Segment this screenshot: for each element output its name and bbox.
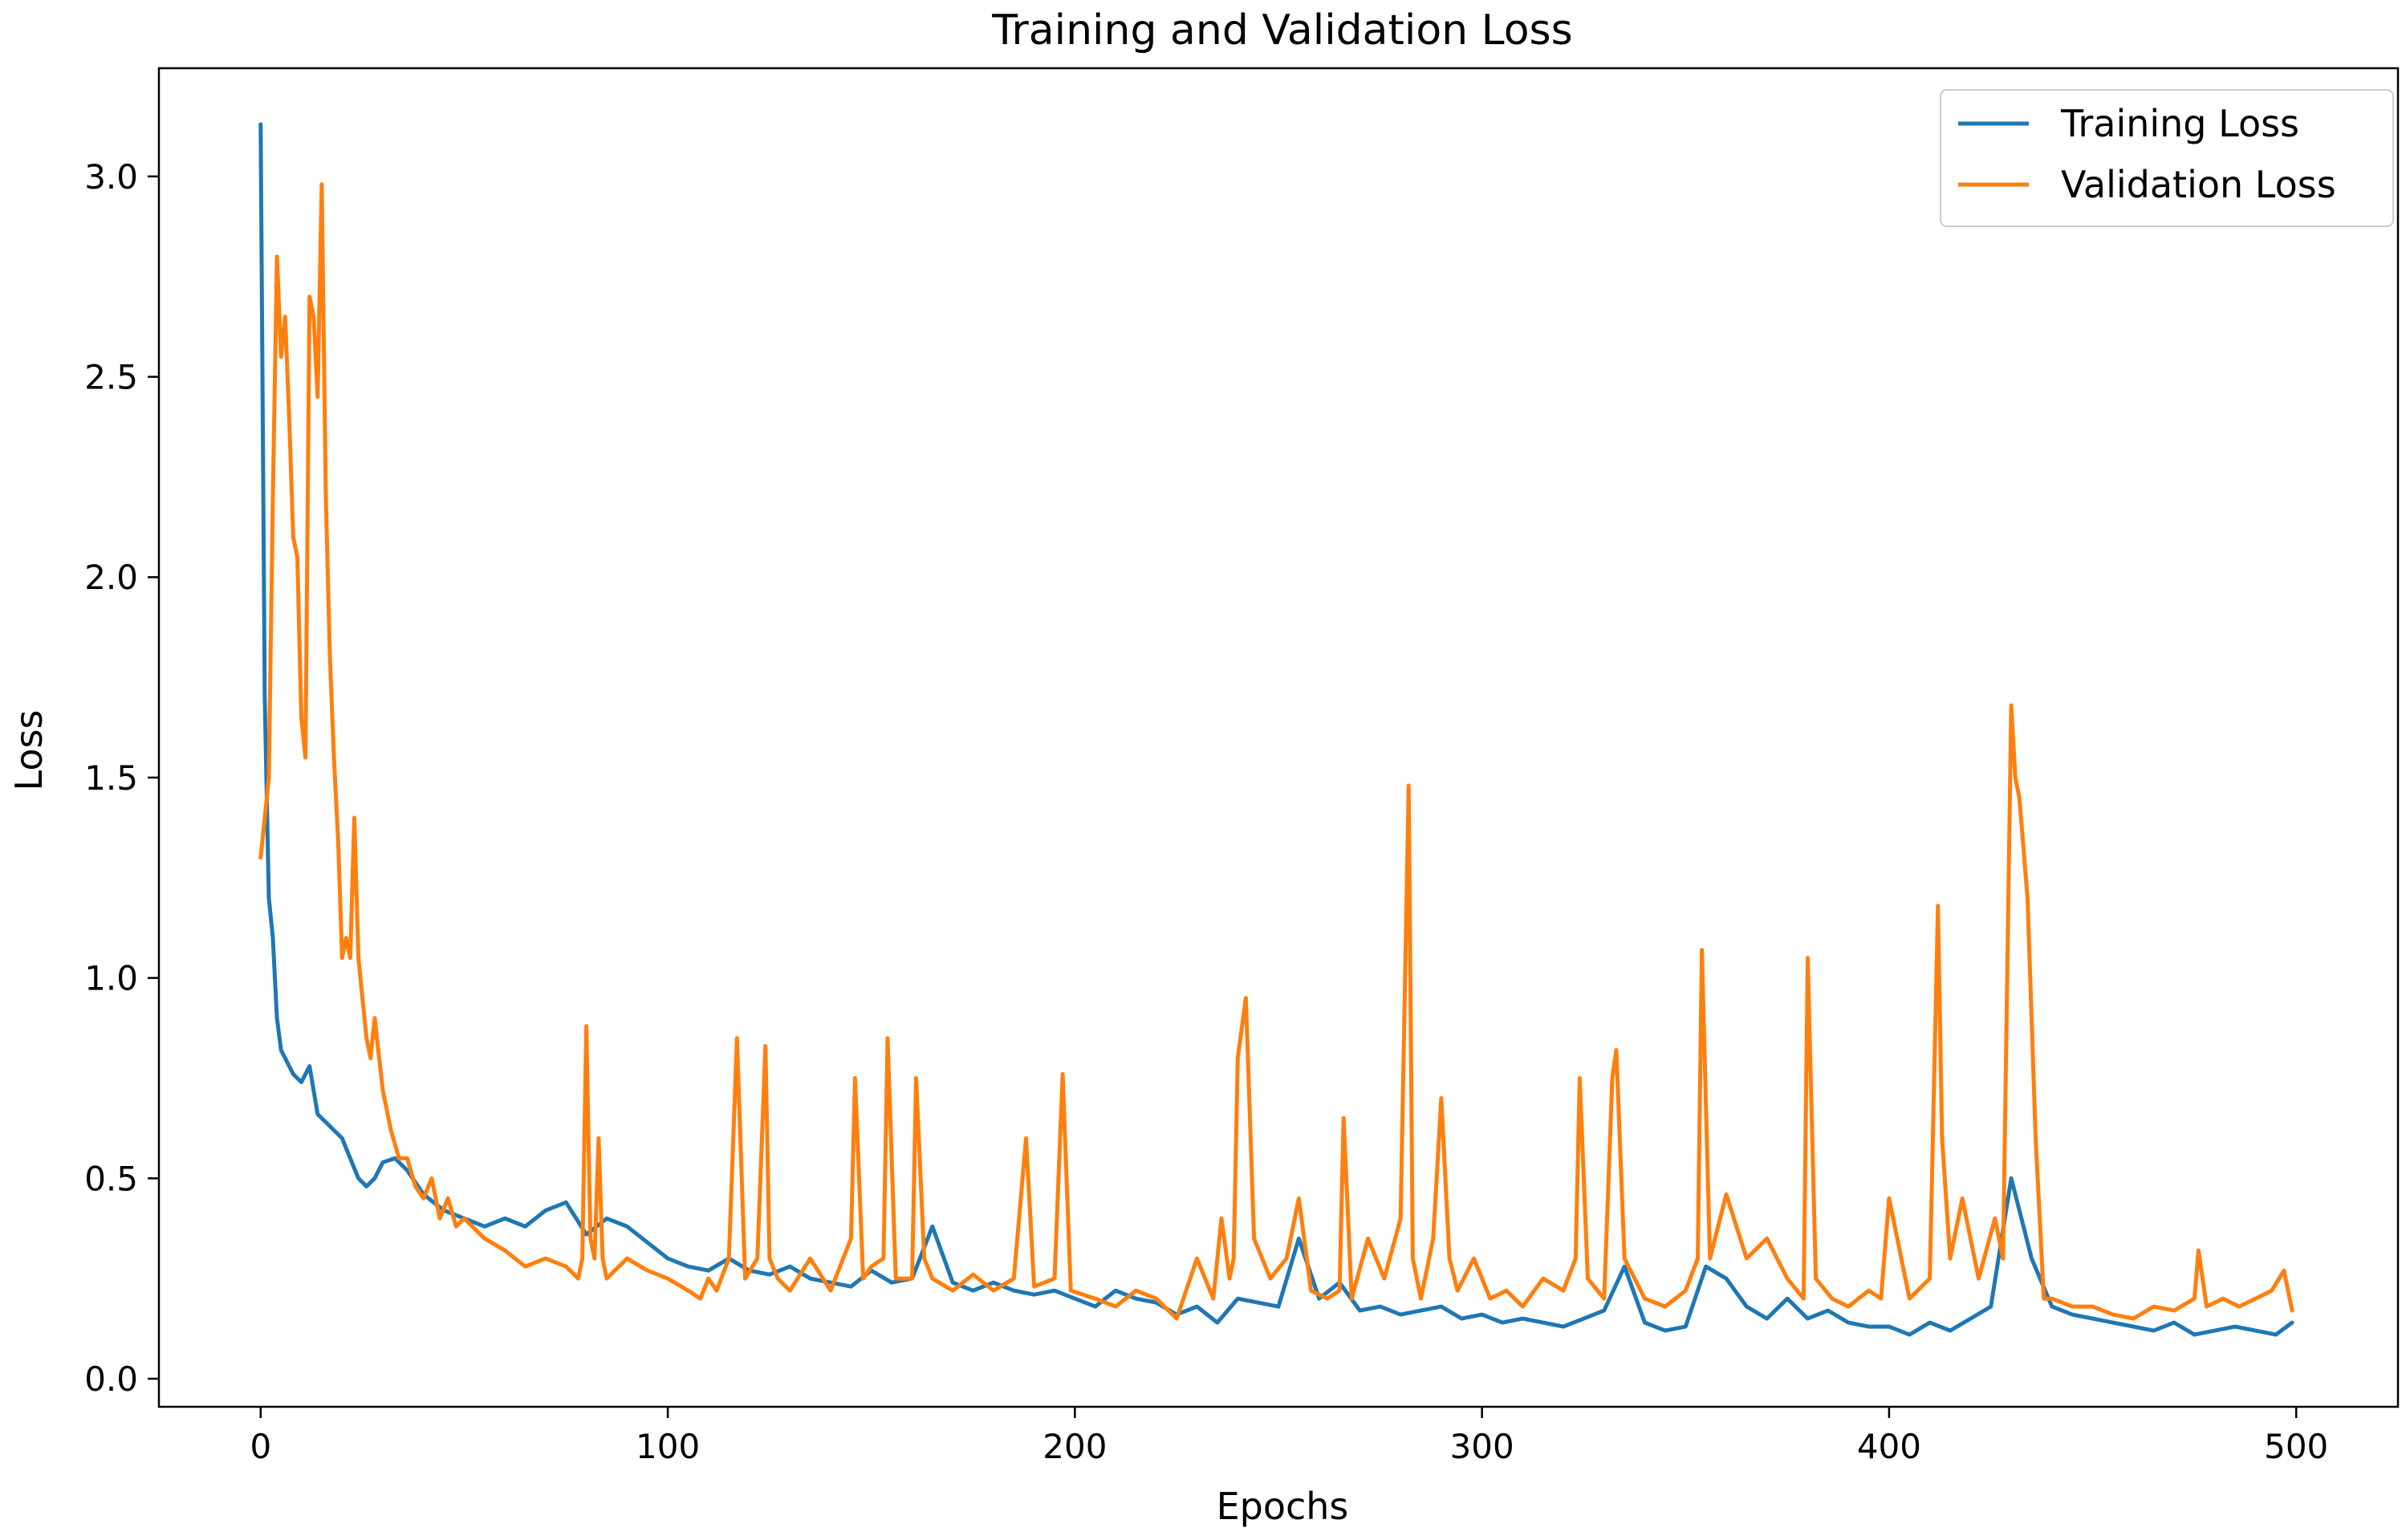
legend-label-validation: Validation Loss <box>2061 163 2336 206</box>
y-tick-label: 1.5 <box>84 758 138 798</box>
plot-frame <box>157 67 2400 1408</box>
y-tick-label: 2.0 <box>84 558 138 597</box>
x-tick-label: 0 <box>250 1427 271 1466</box>
plot-axes: 0 100 200 300 400 500 0.0 0.5 1.0 1.5 2.0 2.5 3.0 <box>84 67 2400 1466</box>
legend-label-training: Training Loss <box>2060 102 2299 145</box>
x-axis-label: Epochs <box>1217 1485 1349 1528</box>
y-tick-label: 1.0 <box>84 959 138 998</box>
x-tick-label: 400 <box>1857 1427 1921 1466</box>
x-tick-label: 100 <box>636 1427 700 1466</box>
plot-series <box>258 122 2294 1337</box>
x-tick-label: 300 <box>1450 1427 1514 1466</box>
y-axis-label: Loss <box>7 710 51 791</box>
y-tick-label: 0.5 <box>84 1159 138 1198</box>
chart-legend: Training Loss Validation Loss <box>1940 89 2394 227</box>
series-line-training-loss <box>258 122 2294 1337</box>
x-tick-label: 500 <box>2264 1427 2328 1466</box>
y-tick-label: 2.5 <box>84 358 138 397</box>
x-tick-label: 200 <box>1042 1427 1107 1466</box>
y-tick-label: 0.0 <box>84 1359 138 1399</box>
series-line-validation-loss <box>258 182 2294 1321</box>
legend-box <box>1940 89 2394 227</box>
chart-title: Training and Validation Loss <box>991 6 1572 55</box>
y-tick-label: 3.0 <box>84 157 138 197</box>
